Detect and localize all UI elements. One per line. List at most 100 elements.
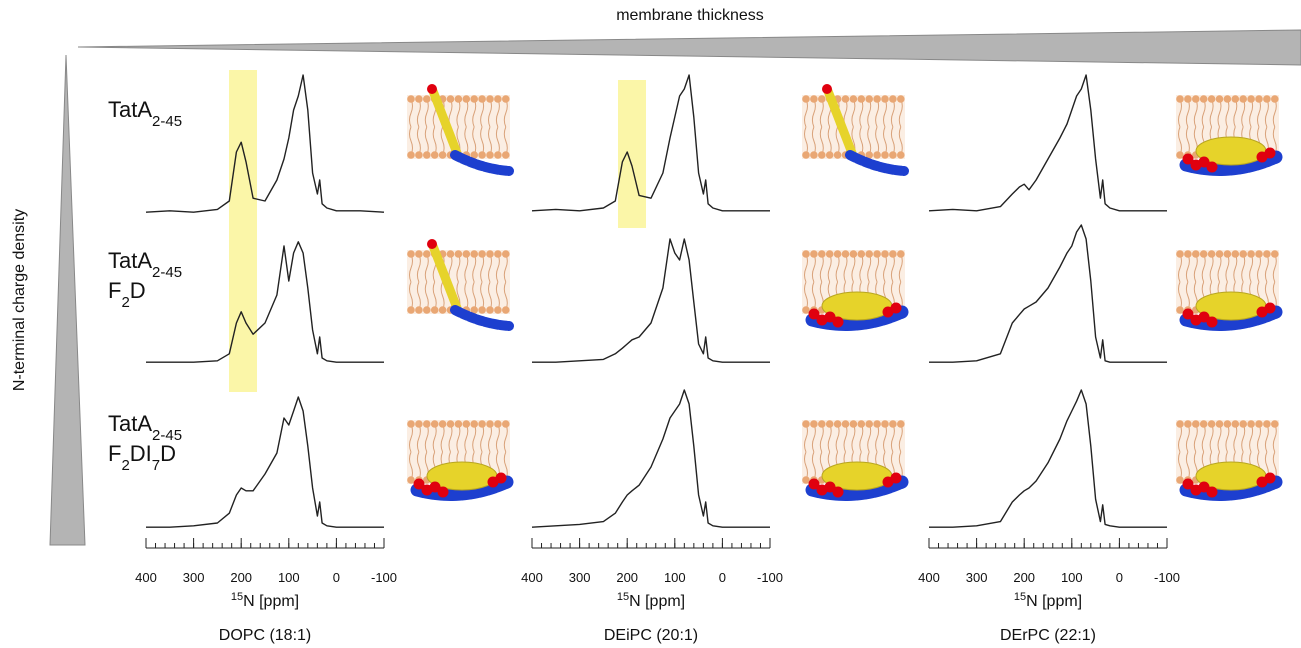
charge [1182,153,1194,165]
lipid-head [1176,151,1184,159]
lipid-head [446,250,455,258]
tm-helix [823,86,857,158]
lipid-head [502,151,510,159]
side-label: N-terminal charge density [11,209,28,391]
lipid-head [833,250,842,258]
lipid-head [1247,250,1255,258]
lipid-head [462,95,471,103]
lipid-tail [472,98,477,156]
superscript: 15 [1014,591,1026,603]
lipid-head [454,420,463,428]
lipid-head [1215,95,1224,103]
lipid-tail [890,98,895,156]
lipid-head [1223,420,1232,428]
charge [437,486,449,498]
lipid-head [478,95,486,103]
charge [1264,472,1276,484]
lipid-head [1207,95,1216,103]
lipid-tail [464,98,469,156]
charge [824,481,836,493]
lipid-head [1207,250,1216,258]
lipid-head [1192,420,1200,428]
lipid-head [1255,250,1263,258]
lipid-tail [859,98,864,156]
highlight [229,70,257,392]
lipid-head [841,420,850,428]
lipid-head [889,420,897,428]
charge [824,311,836,323]
amphipathic-helix [450,305,514,331]
panel-title: DOPC (18:1) [219,627,311,644]
charge [808,308,820,320]
lipid-tail [472,253,477,311]
lipid-head [857,95,866,103]
lipid-head [857,250,866,258]
lipid-head [865,250,873,258]
charge [1206,316,1218,328]
lipid-tail [811,98,816,156]
subscript: 2 [121,294,129,311]
membrane-cartoon [802,420,909,501]
x-tick-label: -100 [371,570,397,585]
lipid-tail [424,98,429,156]
subscript: 7 [152,457,160,474]
membrane-cartoon [1176,420,1283,501]
lipid-tail [804,98,808,156]
lipid-head [407,250,415,258]
lipid-head [833,151,842,159]
membrane-cartoon [1176,250,1283,331]
lipid-tail [464,253,469,311]
lipid-head [889,151,897,159]
membrane-cartoon [407,239,514,331]
label-text: DI [130,441,152,466]
lipid-tail [503,98,508,156]
lipid-head [802,151,810,159]
lipid-head [494,306,502,314]
subscript: 2-45 [152,264,182,281]
lipid-head [470,250,479,258]
lipid-head [825,420,834,428]
lipid-head [486,306,494,314]
lipid-head [415,95,423,103]
lipid-head [1207,420,1216,428]
membrane-cartoon [802,250,909,331]
lipid-tail [495,98,500,156]
charge-wedge [49,54,86,546]
lipid-head [1176,95,1184,103]
row-label: F2DI7D [108,441,176,474]
lipid-head [810,420,818,428]
lipid-head [873,250,881,258]
lipid-head [1192,250,1200,258]
lipid-head [818,420,826,428]
lipid-head [446,95,455,103]
lipid-tail [819,98,824,156]
lipid-head [415,250,423,258]
lipid-head [494,420,502,428]
label-text: N [ppm] [1026,593,1082,610]
row-label: F2D [108,278,146,311]
lipid-head [1199,250,1208,258]
charge [1182,308,1194,320]
lipid-head [825,151,834,159]
lipid-head [446,420,455,428]
lipid-head [1199,420,1208,428]
superscript: 15 [231,591,243,603]
charge [832,486,844,498]
lipid-head [423,420,431,428]
lipid-head [873,151,881,159]
lipid-tail [1185,253,1190,311]
lipid-head [881,420,889,428]
lipid-head [486,95,494,103]
lipid-head [407,95,415,103]
lipid-head [407,151,415,159]
lipid-tail [867,98,872,156]
x-tick-label: 300 [569,570,591,585]
lipid-head [1255,95,1263,103]
lipid-head [1231,420,1240,428]
lipid-head [407,306,415,314]
lipid-head [415,151,423,159]
lipid-head [470,420,479,428]
lipid-head [825,250,834,258]
lipid-head [881,250,889,258]
